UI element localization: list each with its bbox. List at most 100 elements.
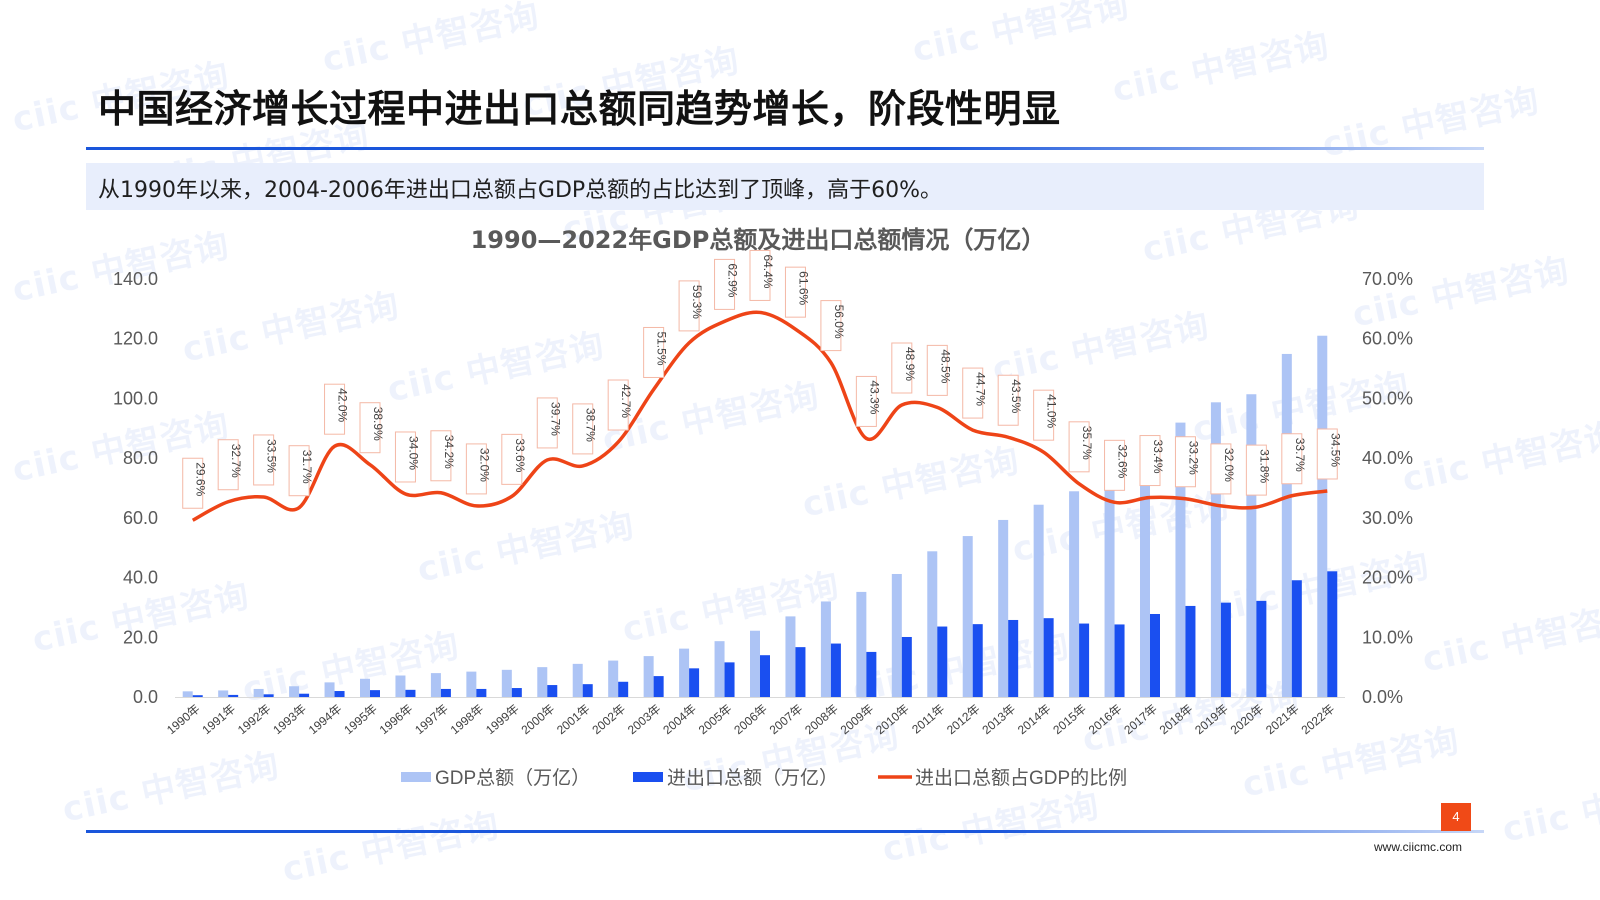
ratio-data-label: 38.9% xyxy=(371,407,385,441)
x-axis-tick-label: 1993年 xyxy=(270,702,309,738)
x-axis-tick-label: 2008年 xyxy=(802,702,841,738)
x-axis-tick-label: 2000年 xyxy=(519,702,558,738)
ratio-label-box xyxy=(997,374,1019,426)
ratio-data-label: 34.0% xyxy=(406,436,420,470)
ratio-data-label: 32.0% xyxy=(1222,448,1236,482)
gdp-bar xyxy=(289,686,300,697)
x-axis-tick-label: 2015年 xyxy=(1050,702,1089,738)
gdp-bar xyxy=(998,519,1009,697)
trade-bar xyxy=(192,695,203,697)
ratio-label-box xyxy=(394,431,416,483)
gdp-bar xyxy=(430,673,441,697)
ratio-data-label: 29.6% xyxy=(194,462,208,496)
ratio-data-label: 38.7% xyxy=(584,408,598,442)
x-axis-tick-label: 2022年 xyxy=(1299,702,1338,738)
y-axis-left-tick: 60.0 xyxy=(123,508,158,528)
trade-bar xyxy=(1114,624,1125,697)
trade-bar xyxy=(511,688,522,697)
y-axis-left-tick: 40.0 xyxy=(123,568,158,588)
gdp-bar xyxy=(395,675,406,697)
ratio-data-label: 41.0% xyxy=(1045,394,1059,428)
x-axis-tick-label: 2006年 xyxy=(731,702,770,738)
ratio-label-box xyxy=(962,367,984,419)
gdp-bar xyxy=(750,630,760,697)
ratio-label-box xyxy=(1281,433,1303,485)
x-axis-tick-label: 2009年 xyxy=(838,702,877,738)
ratio-data-label: 32.7% xyxy=(229,444,243,478)
ratio-label-box xyxy=(749,249,771,301)
ratio-label-box xyxy=(253,434,275,486)
trade-bar xyxy=(830,643,841,697)
ratio-label-box xyxy=(572,403,594,455)
x-axis-tick-label: 2001年 xyxy=(554,702,593,738)
trade-bar xyxy=(760,655,770,697)
x-axis-tick-label: 2018年 xyxy=(1157,702,1196,738)
subtitle-text: 从1990年以来，2004-2006年进出口总额占GDP总额的占比达到了顶峰，高… xyxy=(98,178,943,203)
gdp-bar xyxy=(324,682,335,697)
ratio-data-label: 51.5% xyxy=(655,331,669,365)
gdp-bar xyxy=(218,690,229,697)
x-axis-tick-label: 2011年 xyxy=(909,702,947,737)
y-axis-right-tick: 0.0% xyxy=(1362,687,1403,707)
legend-label-gdp: GDP总额（万亿） xyxy=(435,767,590,789)
gdp-bar xyxy=(1246,394,1257,697)
ratio-data-label: 34.2% xyxy=(442,435,456,469)
gdp-bar xyxy=(679,648,690,697)
y-axis-left-tick: 140.0 xyxy=(113,269,158,289)
trade-bar xyxy=(228,694,239,697)
trade-bar xyxy=(1220,602,1231,697)
ratio-data-label: 33.7% xyxy=(1293,438,1307,472)
title-divider xyxy=(86,147,1484,150)
ratio-label-box xyxy=(855,375,877,427)
ratio-label-box xyxy=(465,443,487,495)
x-axis-tick-label: 2019年 xyxy=(1192,702,1231,738)
trade-bar xyxy=(547,685,558,697)
slide-title: 中国经济增长过程中进出口总额同趋势增长，阶段性明显 xyxy=(98,87,1061,131)
gdp-bar xyxy=(537,667,548,697)
gdp-bar xyxy=(1175,422,1186,697)
ratio-label-box xyxy=(182,457,204,509)
y-axis-right-tick: 10.0% xyxy=(1362,627,1413,647)
ratio-data-label: 35.7% xyxy=(1080,426,1094,460)
ratio-data-label: 33.2% xyxy=(1186,441,1200,475)
ratio-label-box xyxy=(501,433,523,485)
x-axis-tick-label: 2014年 xyxy=(1015,702,1054,738)
gdp-bar xyxy=(820,601,831,697)
ratio-label-box xyxy=(1068,421,1090,473)
gdp-bar xyxy=(927,551,938,697)
ratio-label-box xyxy=(1139,435,1161,487)
ratio-label-box xyxy=(1104,439,1126,491)
ratio-data-label: 32.0% xyxy=(477,448,491,482)
trade-bar xyxy=(937,626,948,697)
ratio-label-box xyxy=(1316,428,1338,480)
ratio-data-label: 33.4% xyxy=(1151,440,1165,474)
gdp-bar xyxy=(1104,474,1115,697)
ratio-data-label: 44.7% xyxy=(974,372,988,406)
trade-bar xyxy=(1256,600,1267,697)
legend-swatch-gdp xyxy=(401,772,431,782)
ratio-label-box xyxy=(820,300,842,352)
ratio-label-box xyxy=(678,280,700,332)
ratio-data-label: 43.3% xyxy=(867,380,881,414)
ratio-line xyxy=(191,310,1328,522)
x-axis-tick-label: 2005年 xyxy=(696,702,735,738)
x-axis-tick-label: 1998年 xyxy=(448,702,487,738)
ratio-data-label: 43.5% xyxy=(1009,379,1023,413)
footer-divider xyxy=(86,830,1484,833)
ratio-data-label: 31.8% xyxy=(1257,449,1271,483)
ratio-data-label: 42.7% xyxy=(619,384,633,418)
x-axis-tick-label: 1991年 xyxy=(199,702,238,738)
ratio-label-box xyxy=(1174,436,1196,488)
x-axis-tick-label: 1999年 xyxy=(483,702,522,738)
trade-bar xyxy=(370,690,380,697)
x-axis-tick-label: 2013年 xyxy=(979,702,1018,738)
ratio-label-box xyxy=(536,397,558,449)
ratio-label-box xyxy=(288,445,310,497)
x-axis-tick-label: 2003年 xyxy=(625,702,664,738)
chart-title: 1990—2022年GDP总额及进出口总额情况（万亿） xyxy=(470,226,1046,254)
ratio-label-box xyxy=(643,326,665,378)
ratio-data-label: 61.6% xyxy=(796,271,810,305)
trade-bar xyxy=(618,681,629,697)
y-axis-right-tick: 40.0% xyxy=(1362,448,1413,468)
